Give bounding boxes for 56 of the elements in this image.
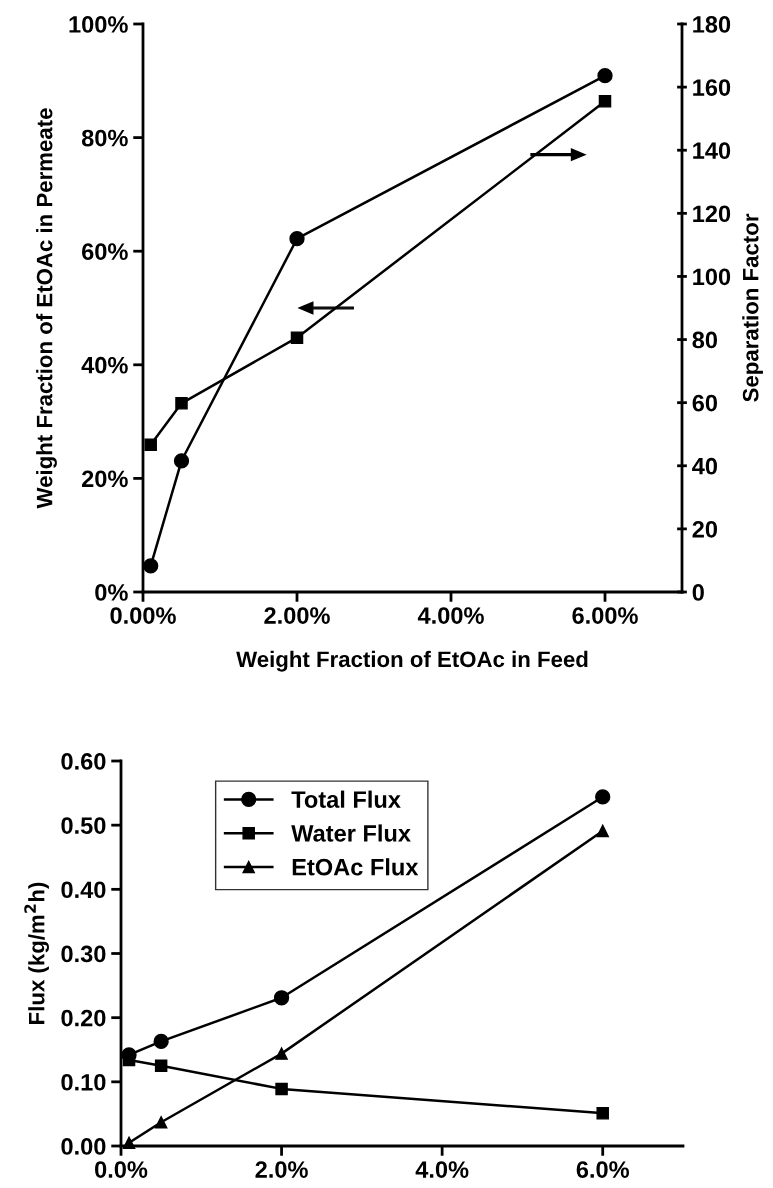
point (275, 1047, 288, 1060)
point (275, 1082, 288, 1096)
x-tick-label: 4.00% (417, 607, 484, 624)
y-tick-label: 80% (81, 129, 128, 147)
x-tick-label: 2.00% (264, 607, 330, 624)
x-tick-label: 6.0% (576, 1161, 629, 1178)
y-tick-label: 0.00 (61, 1138, 106, 1155)
y2-tick-label: 60 (692, 394, 718, 412)
y2-tick-label: 0 (692, 584, 704, 601)
point (175, 397, 188, 410)
y2-axis-title: Separation Factor (742, 213, 763, 402)
y-axis-title: Weight Fraction of EtOAc in Permeate (36, 108, 57, 509)
x-tick-label: 4.0% (415, 1161, 469, 1178)
point (289, 231, 305, 247)
point (597, 68, 613, 84)
point (596, 1107, 609, 1120)
point (154, 1116, 168, 1129)
y2-tick-label: 160 (693, 79, 731, 96)
y2-tick-label: 140 (693, 142, 731, 160)
y-tick-label: 0.40 (61, 881, 106, 899)
y-tick-label: 20% (81, 470, 128, 488)
y2-tick-label: 180 (693, 16, 731, 33)
x-tick-label: 0.0% (95, 1161, 148, 1178)
y-tick-label: 60% (82, 243, 128, 260)
point (596, 824, 609, 838)
y-axis-title: Flux (kg/m$^{2}$h) (24, 882, 50, 1024)
point (122, 1136, 136, 1150)
y-tick-label: 0.10 (61, 1073, 106, 1091)
point (273, 990, 290, 1006)
point (143, 558, 159, 574)
y2-tick-label: 100 (693, 268, 731, 286)
legend-label: Total Flux (291, 790, 401, 808)
y-tick-label: 40% (81, 356, 128, 374)
legend-label: Water Flux (291, 824, 411, 842)
y-tick-label: 0.20 (61, 1009, 106, 1027)
x-tick-label: 6.00% (572, 607, 638, 624)
point (144, 438, 157, 451)
y2-tick-label: 120 (693, 205, 731, 223)
point (154, 1059, 168, 1073)
y-tick-label: 100% (69, 16, 128, 33)
y2-tick-label: 80 (692, 331, 718, 349)
y-tick-label: 0.60 (61, 753, 106, 770)
legend-label: EtOAc Flux (292, 858, 419, 876)
point (598, 95, 612, 108)
y2-tick-label: 20 (692, 520, 718, 538)
point (173, 453, 190, 469)
y-tick-label: 0% (95, 584, 128, 601)
y-tick-label: 0.30 (61, 945, 106, 963)
x-tick-label: 0.00% (110, 607, 176, 624)
x-axis-title: Weight Fraction of EtOAc in Feed (236, 650, 588, 672)
point (290, 331, 304, 344)
y-tick-label: 0.50 (61, 817, 106, 834)
point (595, 789, 611, 805)
x-tick-label: 2.0% (255, 1161, 308, 1178)
y2-tick-label: 40 (692, 457, 718, 475)
point (153, 1033, 169, 1050)
